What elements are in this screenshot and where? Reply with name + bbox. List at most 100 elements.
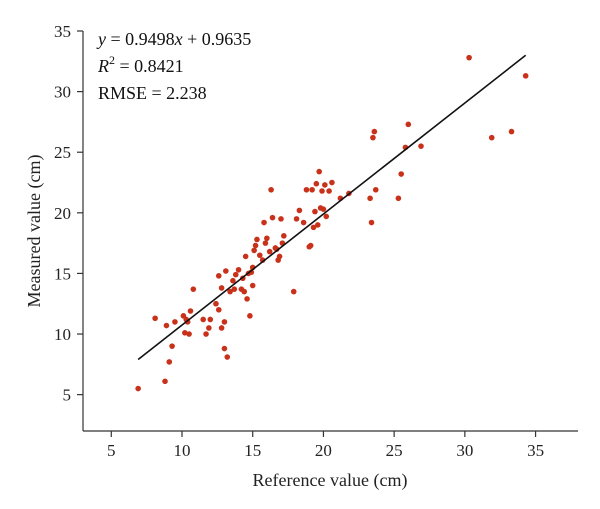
equation-x-var: x <box>174 29 183 49</box>
data-point <box>303 186 310 193</box>
data-point <box>370 134 376 141</box>
data-point <box>256 252 263 259</box>
data-point <box>398 171 405 177</box>
data-point <box>371 128 378 135</box>
data-point <box>312 208 318 215</box>
data-point <box>232 271 239 278</box>
data-point <box>508 128 515 135</box>
x-tick-label: 20 <box>315 441 332 460</box>
y-tick-label: 25 <box>54 143 71 162</box>
equation-label: y = 0.9498x + 0.9635 <box>96 29 251 49</box>
data-point <box>200 316 207 323</box>
data-point <box>162 378 168 385</box>
x-tick-label: 30 <box>456 441 473 460</box>
data-point <box>405 121 412 128</box>
data-point <box>323 213 330 220</box>
x-tick-label: 5 <box>107 441 116 460</box>
data-point <box>522 73 529 79</box>
data-point <box>206 325 212 331</box>
y-tick-label: 10 <box>54 325 71 344</box>
data-point <box>276 253 283 260</box>
data-point <box>329 179 335 186</box>
x-tick-label: 15 <box>244 441 261 460</box>
r-squared-value: = 0.8421 <box>115 56 184 76</box>
data-point <box>326 188 332 194</box>
data-point <box>135 385 141 392</box>
axis-ticks: 5 10 15 20 25 30 35 5 10 15 20 25 30 35 <box>54 22 544 460</box>
data-point <box>307 242 314 249</box>
data-point <box>268 186 274 193</box>
x-tick-label: 35 <box>527 441 544 460</box>
data-point <box>218 325 225 331</box>
y-tick-label: 20 <box>54 204 71 223</box>
data-point <box>172 319 178 325</box>
equation-intercept: + 0.9635 <box>183 29 252 49</box>
data-point <box>314 222 321 228</box>
y-tick-label: 15 <box>54 264 71 283</box>
data-point <box>186 331 192 337</box>
data-point <box>313 180 320 187</box>
data-point <box>152 315 158 322</box>
data-point <box>215 273 222 279</box>
data-point <box>322 182 328 188</box>
data-point <box>309 186 315 193</box>
x-tick-label: 10 <box>174 441 191 460</box>
data-point <box>221 345 228 352</box>
data-point <box>203 331 209 337</box>
data-point <box>367 195 373 202</box>
r-squared-symbol: R <box>97 56 109 76</box>
stats-annotation: y = 0.9498x + 0.9635 R2 = 0.8421 RMSE = … <box>96 29 251 103</box>
data-point <box>262 240 269 246</box>
data-point <box>372 186 379 193</box>
y-axis-title: Measured value (cm) <box>24 155 45 308</box>
data-point <box>254 236 260 243</box>
r-squared-exponent: 2 <box>109 53 115 67</box>
data-point <box>227 288 233 295</box>
data-point <box>166 359 173 365</box>
y-tick-label: 30 <box>54 83 71 102</box>
data-point <box>251 247 257 254</box>
data-point <box>241 288 248 295</box>
data-point <box>218 285 225 291</box>
data-points <box>135 54 529 392</box>
data-point <box>163 322 170 329</box>
data-point <box>395 195 402 202</box>
data-point <box>264 235 270 242</box>
data-point <box>242 253 249 260</box>
plot-area <box>82 31 578 432</box>
data-point <box>224 354 231 360</box>
data-point <box>213 300 219 307</box>
data-point <box>223 268 229 274</box>
equation-slope: = 0.9498 <box>106 29 175 49</box>
x-axis-title: Reference value (cm) <box>253 470 408 491</box>
data-point <box>278 216 284 222</box>
data-point <box>316 168 322 175</box>
data-point <box>488 134 495 141</box>
rmse-label: RMSE = 2.238 <box>98 83 207 103</box>
data-point <box>247 313 253 319</box>
data-point <box>290 288 297 295</box>
data-point <box>320 206 327 212</box>
y-tick-label: 5 <box>63 386 72 405</box>
data-point <box>182 330 188 336</box>
data-point <box>368 219 375 226</box>
data-point <box>249 282 256 289</box>
data-point <box>266 248 273 255</box>
data-point <box>261 219 267 226</box>
data-point <box>466 54 472 61</box>
data-point <box>207 316 214 323</box>
data-point <box>281 233 287 239</box>
data-point <box>244 296 250 302</box>
data-point <box>235 266 242 273</box>
data-point <box>231 286 238 292</box>
data-point <box>230 277 236 284</box>
data-point <box>296 207 303 214</box>
data-point <box>300 219 307 226</box>
data-point <box>190 286 197 292</box>
r-squared-label: R2 = 0.8421 <box>97 53 184 76</box>
data-point <box>169 343 175 349</box>
data-point <box>418 143 424 149</box>
regression-line <box>137 54 527 361</box>
data-point <box>269 214 276 221</box>
